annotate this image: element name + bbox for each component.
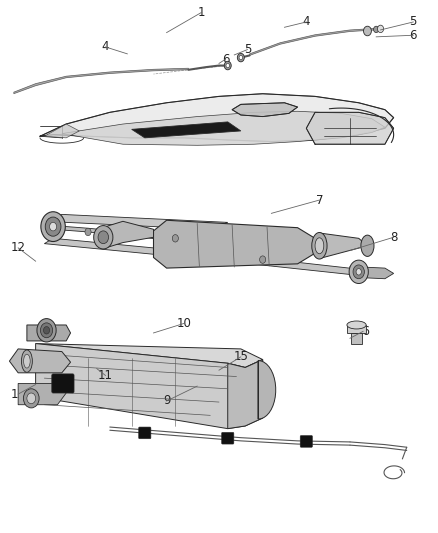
Circle shape bbox=[94, 225, 113, 249]
Circle shape bbox=[85, 228, 91, 236]
Text: 12: 12 bbox=[11, 241, 26, 254]
Circle shape bbox=[378, 25, 384, 33]
FancyBboxPatch shape bbox=[300, 435, 312, 447]
Circle shape bbox=[43, 327, 49, 334]
FancyBboxPatch shape bbox=[52, 374, 74, 393]
Polygon shape bbox=[241, 257, 359, 274]
Text: 16: 16 bbox=[356, 325, 371, 338]
Circle shape bbox=[27, 393, 35, 403]
Text: 15: 15 bbox=[233, 350, 248, 364]
Polygon shape bbox=[350, 266, 394, 279]
Text: 6: 6 bbox=[410, 29, 417, 42]
Polygon shape bbox=[62, 111, 385, 146]
Polygon shape bbox=[53, 225, 166, 240]
Text: 7: 7 bbox=[316, 193, 323, 207]
Circle shape bbox=[364, 26, 371, 36]
Polygon shape bbox=[44, 124, 79, 138]
Text: 4: 4 bbox=[102, 41, 109, 53]
Text: 6: 6 bbox=[222, 53, 230, 66]
Polygon shape bbox=[97, 221, 153, 248]
Circle shape bbox=[226, 63, 230, 68]
Polygon shape bbox=[258, 361, 276, 419]
Circle shape bbox=[37, 319, 56, 342]
Polygon shape bbox=[44, 238, 254, 263]
Polygon shape bbox=[306, 112, 394, 144]
Text: 8: 8 bbox=[390, 231, 397, 244]
Circle shape bbox=[41, 212, 65, 241]
Text: 5: 5 bbox=[410, 15, 417, 28]
Polygon shape bbox=[18, 383, 66, 405]
Text: 11: 11 bbox=[98, 369, 113, 382]
FancyBboxPatch shape bbox=[222, 432, 234, 444]
Text: 9: 9 bbox=[163, 394, 170, 408]
Polygon shape bbox=[132, 122, 241, 138]
Circle shape bbox=[49, 222, 57, 231]
Polygon shape bbox=[153, 220, 315, 268]
Text: 5: 5 bbox=[244, 43, 251, 56]
Polygon shape bbox=[232, 103, 297, 117]
Circle shape bbox=[23, 389, 39, 408]
Polygon shape bbox=[347, 325, 366, 333]
Polygon shape bbox=[27, 325, 71, 341]
Ellipse shape bbox=[312, 232, 327, 259]
Circle shape bbox=[45, 217, 61, 236]
Text: 1: 1 bbox=[198, 6, 205, 19]
FancyBboxPatch shape bbox=[139, 427, 151, 439]
Polygon shape bbox=[228, 360, 263, 429]
Circle shape bbox=[40, 323, 53, 338]
Circle shape bbox=[349, 260, 368, 284]
Polygon shape bbox=[35, 344, 263, 368]
Circle shape bbox=[374, 26, 379, 33]
Circle shape bbox=[172, 235, 178, 242]
Ellipse shape bbox=[24, 354, 30, 368]
Ellipse shape bbox=[361, 235, 374, 256]
Circle shape bbox=[260, 256, 266, 263]
Circle shape bbox=[98, 231, 109, 244]
Ellipse shape bbox=[347, 321, 366, 329]
Text: 10: 10 bbox=[177, 317, 191, 330]
Polygon shape bbox=[44, 214, 228, 229]
Polygon shape bbox=[250, 28, 376, 55]
Circle shape bbox=[356, 269, 361, 275]
Polygon shape bbox=[14, 68, 188, 94]
Polygon shape bbox=[351, 333, 362, 344]
Polygon shape bbox=[319, 233, 367, 259]
Polygon shape bbox=[10, 349, 71, 373]
Circle shape bbox=[237, 53, 244, 62]
Ellipse shape bbox=[21, 350, 32, 372]
Text: 13: 13 bbox=[11, 387, 25, 401]
Polygon shape bbox=[40, 94, 394, 142]
Circle shape bbox=[239, 55, 243, 60]
Ellipse shape bbox=[315, 238, 324, 254]
Text: 4: 4 bbox=[303, 15, 310, 28]
Polygon shape bbox=[35, 344, 263, 429]
Circle shape bbox=[224, 61, 231, 70]
Circle shape bbox=[353, 265, 364, 279]
